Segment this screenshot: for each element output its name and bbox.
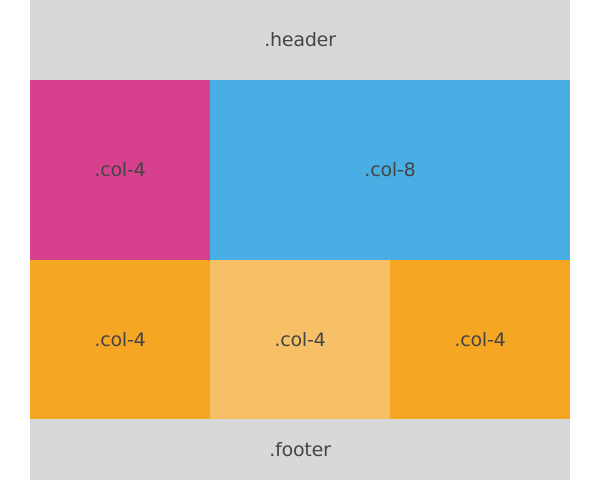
row1-col-4-label: .col-4 [94,159,146,181]
row2-col-4-label-2: .col-4 [274,328,326,351]
footer-label: .footer [269,438,331,461]
header-block: .header [30,0,570,80]
row1-col-4-block: .col-4 [30,80,210,260]
row2-col-4-block-1: .col-4 [30,260,210,419]
row2-col-4-label-3: .col-4 [454,328,506,351]
row1-col-8-label: .col-8 [364,159,416,181]
header-label: .header [264,29,336,51]
row1-col-8-block: .col-8 [210,80,570,260]
row2-col-4-block-3: .col-4 [390,260,570,419]
row2-col-4-block-2: .col-4 [210,260,390,419]
grid-layout-diagram: .header .col-4 .col-8 .col-4 .col-4 .col… [30,0,570,480]
footer-block: .footer [30,419,570,480]
row2-col-4-label-1: .col-4 [94,328,146,351]
